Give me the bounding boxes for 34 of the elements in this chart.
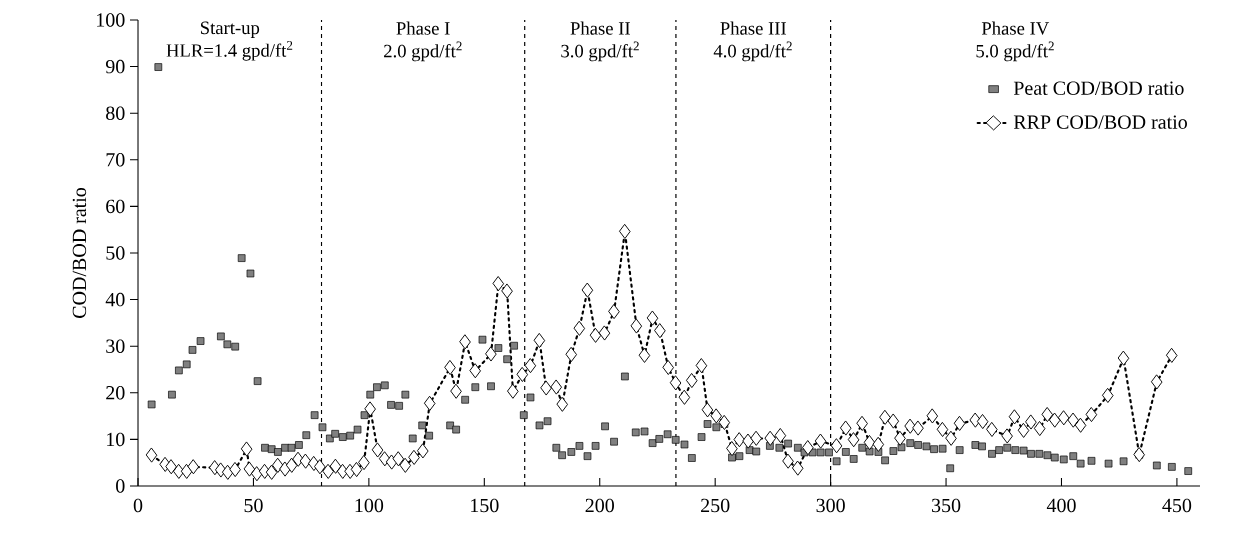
annotation: 5.0 gpd/ft$^{2}$: [976, 41, 1054, 62]
x-tick-label: 50: [244, 498, 263, 513]
annotation: Phase II: [570, 21, 630, 35]
annotation: 3.0 gpd/ft$^{2}$: [561, 41, 639, 62]
legend-label: Peat COD/BOD ratio: [1013, 81, 1184, 95]
annotation: HLR=1.4 gpd/ft$^{2}$: [166, 40, 293, 61]
annotation: Phase I: [396, 21, 450, 35]
x-tick-label: 350: [932, 498, 961, 513]
y-tick-label: 50: [106, 246, 125, 260]
y-tick-label: 100: [97, 13, 125, 27]
y-tick-label: 20: [106, 386, 125, 400]
x-tick-label: 100: [355, 498, 384, 513]
annotation: 2.0 gpd/ft$^{2}$: [384, 41, 462, 62]
x-tick-label: 400: [1046, 498, 1076, 513]
y-tick-label: 80: [106, 106, 125, 120]
annotation: 4.0 gpd/ft$^{2}$: [713, 41, 792, 62]
annotation: Start-up: [200, 21, 260, 38]
y-axis-title: COD/BOD ratio: [72, 187, 87, 318]
annotation: Phase III: [720, 21, 787, 35]
y-tick-label: 30: [106, 339, 125, 353]
x-tick-label: 250: [701, 498, 730, 513]
x-tick-label: 0: [133, 498, 143, 513]
legend-label: RRP COD/BOD ratio: [1013, 115, 1187, 129]
y-tick-label: 10: [107, 432, 125, 447]
x-tick-label: 150: [471, 498, 499, 513]
y-tick-label: 90: [105, 59, 125, 74]
x-tick-label: 300: [816, 498, 845, 513]
y-tick-label: 60: [106, 199, 125, 214]
y-tick-label: 40: [105, 292, 125, 307]
annotation: Phase IV: [981, 21, 1050, 35]
x-tick-label: 450: [1162, 498, 1192, 513]
x-tick-label: 200: [585, 498, 614, 513]
y-tick-label: 0: [116, 479, 125, 493]
y-tick-label: 70: [106, 153, 125, 167]
